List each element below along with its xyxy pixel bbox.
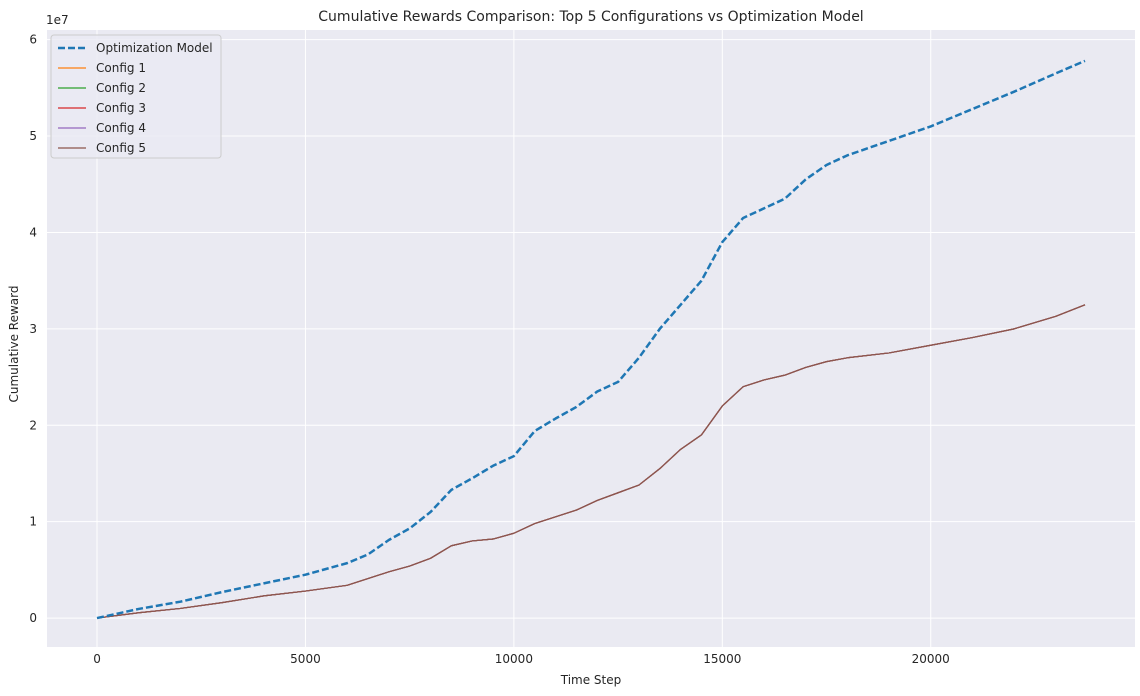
y-axis-label: Cumulative Reward	[7, 286, 21, 403]
legend-box	[50, 34, 222, 159]
x-tick-label: 15000	[703, 652, 741, 666]
y-tick-label: 0	[29, 611, 37, 625]
x-tick-label: 10000	[495, 652, 533, 666]
y-tick-label: 6	[29, 33, 37, 47]
y-tick-label: 4	[29, 225, 37, 239]
series-line-optimization-model	[96, 59, 1086, 620]
legend-label: Config 5	[96, 141, 146, 155]
y-tick-label: 3	[29, 322, 37, 336]
y-axis-ticks: 0 1 2 3 4 5 6	[29, 33, 37, 625]
series-layer	[96, 59, 1086, 620]
chart-title: Cumulative Rewards Comparison: Top 5 Con…	[318, 9, 863, 25]
legend-label: Config 2	[96, 81, 146, 95]
plot-area	[47, 30, 1135, 647]
legend-label: Config 3	[96, 101, 146, 115]
grid-lines	[47, 30, 1135, 647]
legend-items: Optimization Model Config 1 Config 2 Config…	[58, 41, 213, 155]
series-line-config-5	[96, 304, 1086, 619]
y-tick-label: 5	[29, 129, 37, 143]
x-tick-label: 0	[93, 652, 101, 666]
y-axis-offset-label: 1e7	[46, 13, 69, 27]
legend-label: Optimization Model	[96, 41, 213, 55]
y-tick-label: 2	[29, 418, 37, 432]
x-axis-ticks: 0 5000 10000 15000 20000	[93, 652, 950, 666]
legend: Optimization Model Config 1 Config 2 Config…	[50, 34, 222, 159]
legend-label: Config 4	[96, 121, 146, 135]
x-axis-label: Time Step	[560, 673, 622, 687]
y-tick-label: 1	[29, 515, 37, 529]
legend-label: Config 1	[96, 61, 146, 75]
x-tick-label: 20000	[912, 652, 950, 666]
x-tick-label: 5000	[290, 652, 321, 666]
